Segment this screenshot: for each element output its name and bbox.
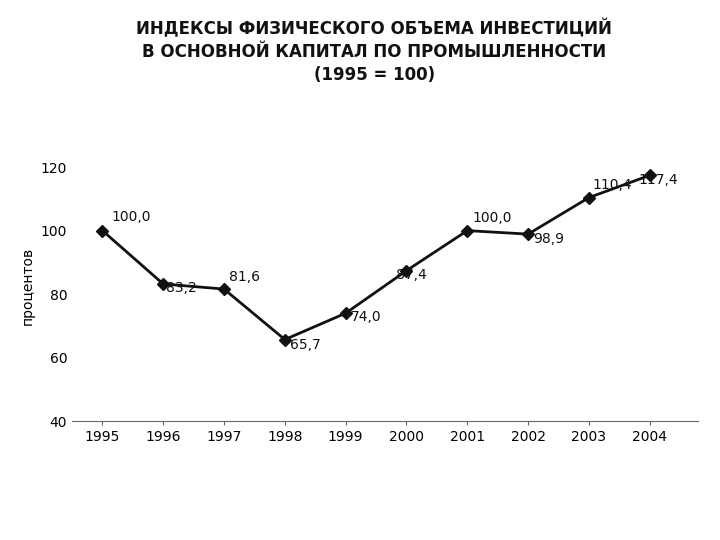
Text: 83,2: 83,2 bbox=[166, 281, 197, 295]
Text: 117,4: 117,4 bbox=[639, 173, 678, 187]
Text: 100,0: 100,0 bbox=[472, 211, 512, 225]
Text: 100,0: 100,0 bbox=[112, 210, 151, 224]
Text: 65,7: 65,7 bbox=[289, 338, 320, 352]
Text: 87,4: 87,4 bbox=[395, 268, 426, 282]
Text: 74,0: 74,0 bbox=[351, 310, 381, 325]
Text: 110,4: 110,4 bbox=[592, 179, 631, 192]
Text: 81,6: 81,6 bbox=[229, 270, 260, 284]
Text: 98,9: 98,9 bbox=[533, 233, 564, 246]
Text: ИНДЕКСЫ ФИЗИЧЕСКОГО ОБЪЕМА ИНВЕСТИЦИЙ
В ОСНОВНОЙ КАПИТАЛ ПО ПРОМЫШЛЕННОСТИ
(1995: ИНДЕКСЫ ФИЗИЧЕСКОГО ОБЪЕМА ИНВЕСТИЦИЙ В … bbox=[137, 19, 612, 84]
Y-axis label: процентов: процентов bbox=[21, 247, 35, 325]
